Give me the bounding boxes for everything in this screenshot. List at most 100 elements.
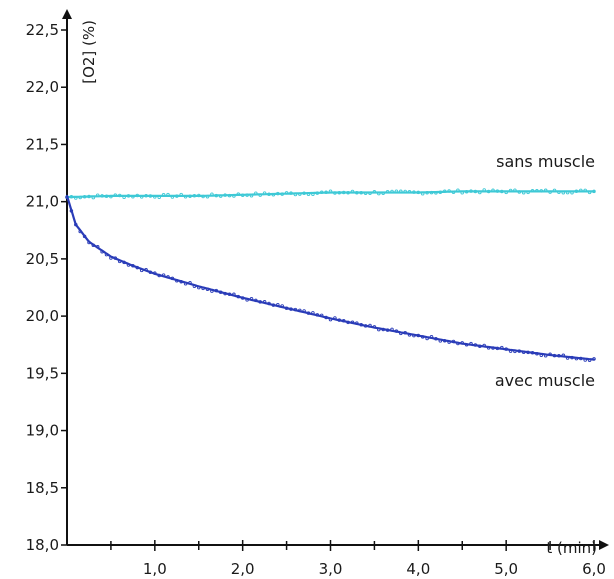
y-tick-label: 19,0 [26, 422, 59, 440]
data-point [227, 193, 232, 198]
data-point [144, 194, 148, 198]
data-point [504, 347, 508, 351]
data-point [104, 194, 109, 199]
data-point [460, 191, 464, 195]
data-point [104, 252, 109, 257]
data-point [324, 190, 328, 194]
y-tick-label: 20,0 [26, 307, 59, 325]
data-point [254, 191, 258, 195]
data-point [521, 350, 526, 355]
data-point [319, 313, 324, 318]
data-point [267, 301, 271, 306]
series-sans-muscle [65, 188, 596, 200]
data-point [214, 288, 219, 293]
data-point [438, 339, 443, 343]
data-point [420, 335, 425, 339]
data-point [95, 245, 100, 249]
data-point [399, 331, 403, 336]
data-point [438, 190, 443, 194]
data-point [368, 323, 372, 328]
data-point [175, 278, 179, 283]
data-point [95, 193, 100, 197]
data-point [205, 287, 210, 291]
data-point [381, 327, 385, 332]
data-point [302, 191, 306, 196]
data-point [469, 189, 473, 193]
data-point [399, 189, 403, 194]
x-tick-label: 6,0 [582, 560, 606, 578]
y-tick-label: 18,0 [26, 536, 59, 554]
data-point [135, 193, 140, 198]
data-point [262, 191, 267, 195]
data-point [377, 191, 381, 196]
data-point [535, 189, 539, 193]
data-point [100, 249, 104, 254]
data-point [552, 188, 557, 193]
data-point [526, 190, 530, 195]
data-point [390, 189, 394, 194]
data-point [407, 190, 412, 194]
data-point [359, 323, 363, 327]
data-point [126, 263, 131, 267]
data-point [469, 341, 473, 346]
data-point [87, 240, 91, 245]
data-point [284, 191, 289, 195]
data-point [157, 273, 161, 278]
data-point [306, 192, 311, 197]
data-point [223, 291, 227, 296]
x-axis-label: t (min) [546, 539, 597, 557]
data-point [530, 189, 535, 193]
data-point [451, 190, 456, 195]
data-point [205, 194, 210, 199]
data-point [403, 189, 407, 194]
series-label-sans-muscle: sans muscle [496, 152, 595, 171]
x-axis-arrow [599, 540, 609, 550]
data-point [508, 188, 513, 193]
data-point [87, 194, 91, 199]
data-point [298, 192, 302, 196]
data-point [486, 346, 491, 350]
data-point [267, 192, 271, 196]
data-point [258, 193, 262, 197]
data-point [183, 282, 188, 286]
data-point [117, 259, 122, 264]
data-point [201, 194, 205, 199]
data-point [539, 189, 544, 193]
data-point [276, 302, 280, 307]
data-point [328, 189, 333, 193]
data-point [394, 329, 399, 333]
data-point [284, 306, 289, 311]
data-point [363, 191, 368, 195]
data-point [218, 194, 223, 198]
data-point [311, 311, 315, 315]
series-avec-muscle [65, 194, 596, 362]
data-point [574, 189, 579, 194]
data-point [565, 190, 570, 195]
data-point [407, 333, 412, 337]
data-point [74, 222, 78, 227]
data-point [429, 190, 434, 195]
y-tick-label: 21,0 [26, 193, 59, 211]
data-point [521, 190, 526, 195]
data-point [355, 190, 359, 195]
data-point [464, 342, 469, 347]
data-point [109, 194, 113, 199]
data-point [543, 353, 548, 358]
data-point [552, 353, 557, 358]
data-point [100, 194, 104, 198]
data-point [359, 190, 363, 195]
data-point [333, 191, 337, 195]
data-point [561, 353, 566, 358]
data-point [372, 190, 377, 194]
data-point [126, 194, 131, 198]
data-point [456, 341, 460, 346]
data-point [592, 357, 596, 361]
x-tick-label: 4,0 [406, 560, 430, 578]
data-point [368, 191, 372, 196]
data-point [192, 284, 197, 289]
data-point [69, 209, 74, 213]
data-point [122, 260, 126, 265]
data-point [197, 193, 201, 198]
data-point [65, 195, 69, 199]
data-point [188, 194, 192, 198]
